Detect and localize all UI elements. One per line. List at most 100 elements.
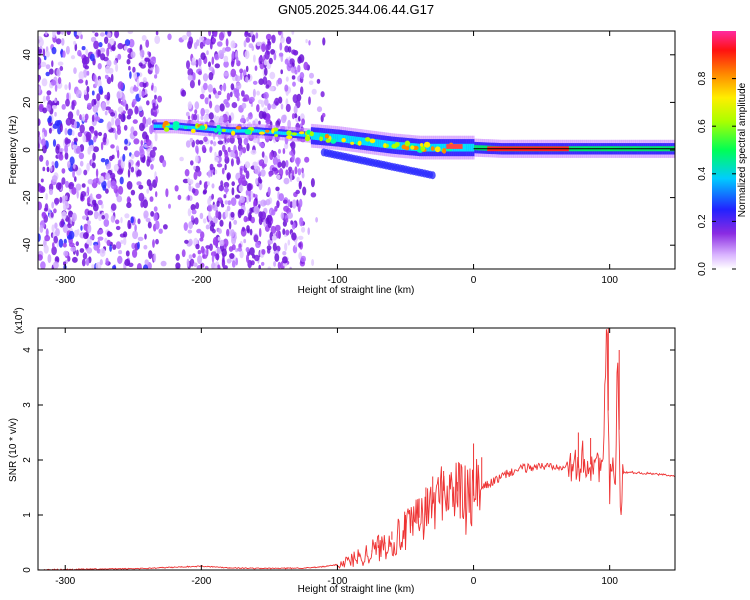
spectrogram-noise-cell	[127, 168, 131, 178]
spectrogram-noise-cell	[97, 131, 103, 137]
ridge-core	[359, 137, 363, 145]
spectrogram-noise-cell	[297, 56, 302, 64]
spectrogram-noise-cell	[48, 115, 52, 122]
spectrogram-noise-cell	[74, 43, 78, 52]
spectrogram-noise-cell	[274, 224, 281, 232]
spectrogram-noise-cell	[287, 212, 294, 219]
spectrogram-noise-cell	[207, 170, 212, 178]
spectrogram-noise-cell	[78, 71, 85, 81]
spectrogram-noise-cell	[155, 238, 159, 245]
spectrogram-noise-cell	[55, 145, 60, 154]
spectrogram-noise-cell	[129, 71, 132, 79]
spectrogram-noise-cell	[115, 219, 120, 225]
spectrogram-noise-cell	[222, 113, 228, 123]
spectrogram-noise-cell	[105, 188, 109, 194]
spectrogram-noise-cell	[203, 189, 208, 194]
ridge-core	[259, 129, 263, 133]
spectrogram-noise-cell	[230, 158, 234, 167]
colorbar-tick-label: 0.2	[697, 214, 708, 228]
ridge-core	[263, 130, 267, 134]
spectrogram-noise-cell	[267, 103, 271, 111]
spectrogram-noise-cell	[218, 228, 222, 234]
spectrogram-noise-cell	[211, 56, 215, 65]
spectrogram-noise-cell	[243, 137, 249, 146]
spectrogram-noise-cell	[92, 199, 96, 206]
spectrogram-noise-cell	[280, 212, 284, 220]
spectrogram-noise-cell	[62, 242, 67, 248]
ridge-core	[333, 133, 336, 142]
spectrogram-noise-cell	[50, 212, 54, 218]
ridge-core	[323, 133, 326, 141]
spectrogram-noise-cell	[76, 249, 79, 257]
ridge-core	[315, 132, 318, 140]
spectrogram-noise-cell	[145, 39, 150, 48]
spectrogram-noise-cell	[56, 100, 60, 106]
spectrogram-noise-cell	[249, 96, 255, 103]
spectrogram-noise-cell	[288, 166, 293, 172]
spectrogram-noise-cell	[187, 74, 193, 81]
spectrogram-noise-cell	[113, 164, 119, 172]
spectrogram-noise-cell	[255, 178, 259, 185]
spectrogram-noise-cell	[257, 176, 262, 184]
spectrogram-noise-cell	[189, 80, 195, 89]
spectrogram-noise-cell	[89, 235, 95, 240]
spectrogram-noise-cell	[213, 114, 217, 124]
spectrogram-noise-cell	[226, 205, 231, 212]
spectrogram-noise-cell	[56, 31, 61, 35]
spectrogram-noise-cell	[45, 159, 49, 167]
spectrogram-noise-cell	[285, 98, 289, 106]
spectrogram-noise-cell	[238, 184, 244, 193]
spectrogram-noise-cell	[160, 260, 167, 267]
spectrogram-noise-cell	[39, 48, 42, 54]
spectrogram-noise-cell	[208, 112, 214, 120]
spectrogram-noise-cell	[83, 169, 88, 176]
colorbar-label: Normalized spectral amplitude	[737, 82, 748, 217]
spectrogram-noise-cell	[272, 156, 278, 166]
spectrogram-noise-cell	[237, 247, 243, 252]
spectrogram-noise-cell	[246, 228, 250, 234]
spectrogram-noise-cell	[187, 194, 190, 201]
spectrogram-noise-cell	[124, 39, 131, 47]
spectrogram-noise-cell	[239, 167, 243, 176]
spectrogram-noise-cell	[51, 46, 57, 55]
spectrogram-noise-cell	[44, 129, 48, 137]
ridge-core	[270, 130, 273, 134]
spectrogram-noise-cell	[71, 215, 76, 222]
spectrogram-noise-cell	[45, 31, 48, 36]
spectrogram-noise-cell	[289, 173, 293, 183]
spectrogram-noise-cell	[77, 131, 83, 137]
spectrogram-noise-cell	[214, 151, 217, 158]
spectrogram-noise-cell	[167, 33, 172, 41]
spectrogram-noise-cell	[231, 181, 235, 187]
spectrogram-noise-cell	[188, 184, 191, 192]
ridge-core	[153, 124, 157, 128]
spectrogram-noise-cell	[54, 160, 59, 169]
spectrogram-noise-cell	[209, 146, 213, 153]
ridge-core	[284, 131, 287, 136]
spectrogram-noise-cell	[138, 62, 143, 67]
ridge-core	[190, 125, 193, 130]
spectrogram-noise-cell	[291, 75, 296, 80]
ridge-hotspot	[330, 138, 337, 144]
spectrogram-noise-cell	[284, 45, 290, 53]
spectrogram-noise-cell	[123, 146, 128, 151]
spectrogram-noise-cell	[246, 183, 252, 192]
spectrogram-noise-cell	[97, 199, 103, 206]
spectrogram-noise-cell	[261, 151, 265, 158]
ridge-core	[170, 124, 173, 128]
ridge-core	[335, 134, 338, 142]
spectrogram-noise-cell	[60, 31, 64, 35]
spectrogram-noise-cell	[110, 203, 117, 211]
spectrogram-noise-cell	[256, 41, 261, 47]
spectrogram-noise-cell	[265, 199, 271, 206]
spectrogram-noise-cell	[157, 95, 163, 103]
spectrogram-noise-cell	[187, 208, 192, 217]
spectrogram-noise-cell	[186, 258, 190, 268]
spectrogram-noise-cell	[110, 73, 114, 83]
snr-y-label: SNR (10 * v/v)	[8, 418, 19, 482]
ridge-hotspot	[221, 128, 226, 132]
spectrogram-noise-cell	[274, 253, 280, 262]
spectrogram-noise-cell	[239, 118, 246, 123]
spectrogram-noise-cell	[136, 169, 142, 177]
